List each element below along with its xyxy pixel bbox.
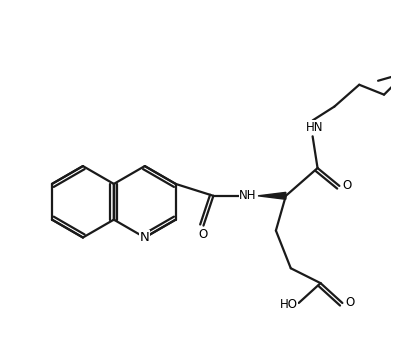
Text: O: O	[343, 180, 352, 193]
Text: N: N	[140, 231, 150, 244]
Polygon shape	[258, 193, 286, 199]
Text: HO: HO	[280, 299, 298, 312]
Text: NH: NH	[239, 189, 257, 202]
Text: O: O	[346, 296, 355, 309]
Text: O: O	[199, 228, 208, 241]
Text: HN: HN	[306, 121, 323, 134]
